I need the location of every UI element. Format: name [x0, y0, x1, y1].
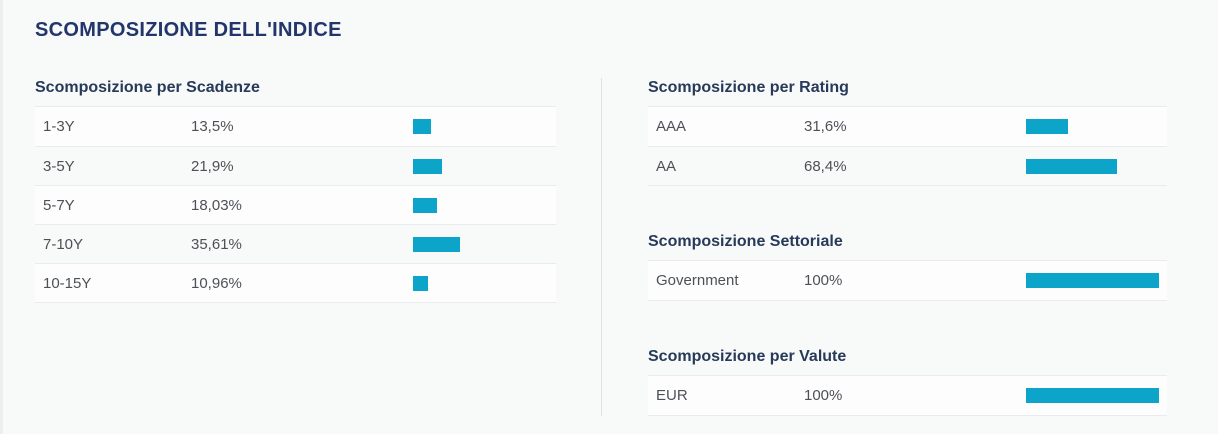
percentage-bar: [1026, 273, 1159, 288]
bar-track: [1026, 107, 1167, 146]
percentage-bar: [413, 236, 461, 252]
section-sector: Scomposizione Settoriale Government 100%: [648, 232, 1167, 301]
bar-track: [1026, 147, 1167, 185]
row-label: 10-15Y: [43, 274, 92, 292]
row-label: Government: [656, 272, 739, 289]
bar-track: [413, 225, 556, 263]
sector-table: Government 100%: [648, 260, 1167, 301]
row-label: AAA: [656, 118, 687, 135]
maturity-column: Scomposizione per Scadenze 1-3Y 13,5% 3-…: [35, 78, 556, 416]
vertical-divider: [601, 78, 602, 416]
table-row: 10-15Y 10,96%: [35, 263, 556, 302]
row-value: 31,6%: [804, 118, 847, 135]
section-currency: Scomposizione per Valute EUR 100%: [648, 347, 1167, 416]
bar-track: [413, 264, 556, 302]
section-maturity: Scomposizione per Scadenze 1-3Y 13,5% 3-…: [35, 78, 556, 303]
row-value: 100%: [804, 272, 843, 289]
row-value: 13,5%: [191, 118, 234, 135]
percentage-bar: [1026, 388, 1159, 403]
bar-track: [413, 107, 556, 146]
row-label: 7-10Y: [43, 235, 84, 253]
bar-track: [1026, 261, 1167, 300]
breakdown-columns: Scomposizione per Scadenze 1-3Y 13,5% 3-…: [35, 78, 1168, 416]
currency-table: EUR 100%: [648, 375, 1167, 416]
row-value: 21,9%: [191, 157, 234, 175]
row-label: EUR: [656, 387, 688, 404]
percentage-bar: [1026, 158, 1117, 174]
index-breakdown-panel: SCOMPOSIZIONE DELL'INDICE Scomposizione …: [35, 19, 1168, 416]
table-row: 3-5Y 21,9%: [35, 146, 556, 185]
table-row: AA 68,4%: [648, 146, 1167, 185]
table-row: 1-3Y 13,5%: [35, 107, 556, 146]
table-row: EUR 100%: [648, 376, 1167, 415]
section-title-maturity: Scomposizione per Scadenze: [35, 79, 260, 96]
page-title: SCOMPOSIZIONE DELL'INDICE: [35, 19, 342, 41]
bar-track: [1026, 376, 1167, 415]
row-label: AA: [656, 157, 677, 175]
section-title-sector: Scomposizione Settoriale: [648, 233, 843, 250]
percentage-bar: [413, 158, 443, 174]
table-row: 5-7Y 18,03%: [35, 185, 556, 224]
section-rating: Scomposizione per Rating AAA 31,6% AA 68…: [648, 78, 1167, 186]
percentage-bar: [413, 197, 437, 213]
bar-track: [413, 186, 556, 224]
table-row: Government 100%: [648, 261, 1167, 300]
window-left-edge: [0, 0, 3, 434]
row-label: 3-5Y: [43, 157, 75, 175]
rating-table: AAA 31,6% AA 68,4%: [648, 106, 1167, 186]
percentage-bar: [413, 119, 431, 134]
section-title-currency: Scomposizione per Valute: [648, 348, 847, 365]
row-value: 68,4%: [804, 157, 847, 175]
row-value: 10,96%: [191, 274, 242, 292]
row-value: 100%: [804, 387, 843, 404]
maturity-table: 1-3Y 13,5% 3-5Y 21,9% 5-7Y 18,03%: [35, 106, 556, 303]
section-title-rating: Scomposizione per Rating: [648, 79, 849, 96]
table-row: AAA 31,6%: [648, 107, 1167, 146]
bar-track: [413, 147, 556, 185]
table-row: 7-10Y 35,61%: [35, 224, 556, 263]
percentage-bar: [1026, 119, 1068, 134]
row-label: 1-3Y: [43, 118, 75, 135]
rating-sector-currency-column: Scomposizione per Rating AAA 31,6% AA 68…: [648, 78, 1167, 416]
row-value: 35,61%: [191, 235, 242, 253]
row-label: 5-7Y: [43, 196, 75, 214]
row-value: 18,03%: [191, 196, 242, 214]
percentage-bar: [413, 275, 428, 291]
